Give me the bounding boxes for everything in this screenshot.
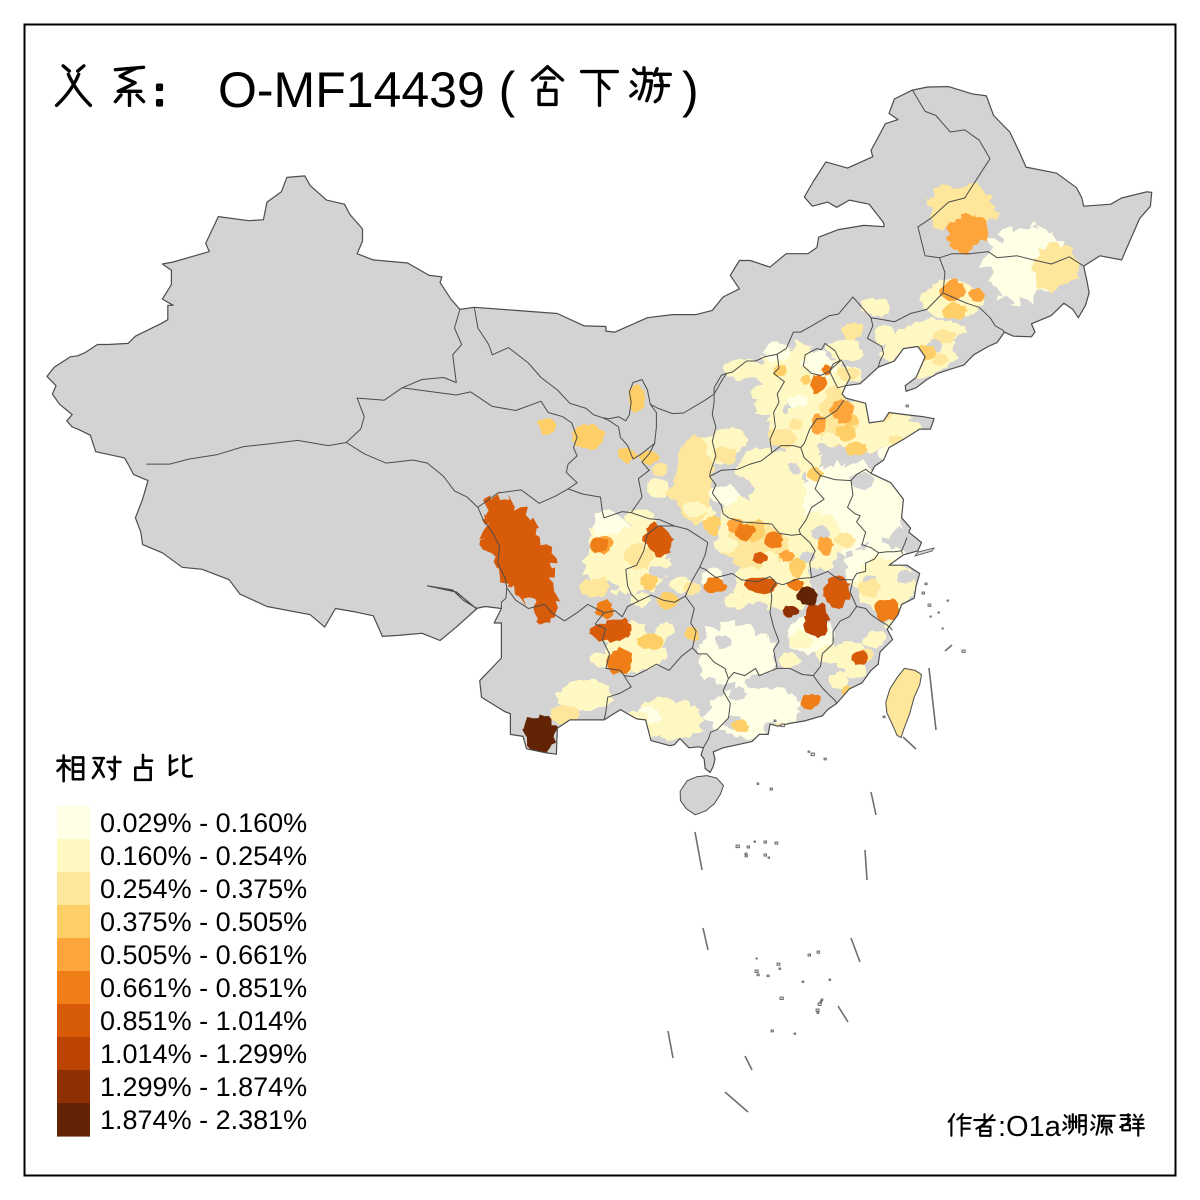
svg-text:0.851% - 1.014%: 0.851% - 1.014% xyxy=(100,1006,307,1036)
svg-text:0.160% - 0.254%: 0.160% - 0.254% xyxy=(100,841,307,871)
svg-text::O1a: :O1a xyxy=(998,1111,1062,1143)
svg-text:1.874% - 2.381%: 1.874% - 2.381% xyxy=(100,1105,307,1135)
svg-text:1.299% - 1.874%: 1.299% - 1.874% xyxy=(100,1072,307,1102)
svg-text:0.661% - 0.851%: 0.661% - 0.851% xyxy=(100,973,307,1003)
svg-text:0.505% - 0.661%: 0.505% - 0.661% xyxy=(100,940,307,970)
svg-text:0.029% - 0.160%: 0.029% - 0.160% xyxy=(100,808,307,838)
svg-text:): ) xyxy=(682,62,699,118)
svg-text:O-MF14439 (: O-MF14439 ( xyxy=(218,62,516,118)
svg-text:0.254% - 0.375%: 0.254% - 0.375% xyxy=(100,874,307,904)
svg-text:1.014% - 1.299%: 1.014% - 1.299% xyxy=(100,1039,307,1069)
svg-text:0.375% - 0.505%: 0.375% - 0.505% xyxy=(100,907,307,937)
